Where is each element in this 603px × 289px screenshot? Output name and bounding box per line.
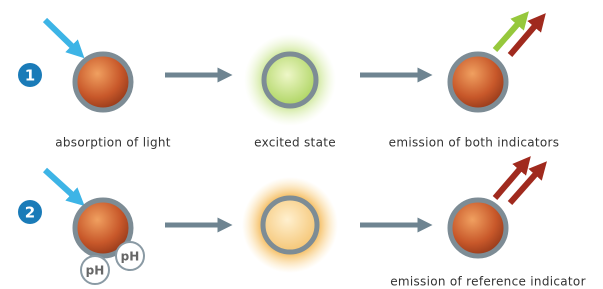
diagram: 1 absorption of light excited state emis…	[0, 0, 603, 289]
step-number: 2	[25, 204, 35, 222]
particle	[450, 54, 506, 110]
step-number: 1	[25, 67, 35, 85]
caption: absorption of light	[55, 136, 171, 150]
particle	[450, 200, 506, 256]
excited-particle	[264, 54, 316, 106]
caption: emission of reference indicator	[390, 275, 586, 289]
ph-label: pH	[121, 250, 140, 264]
particle	[75, 54, 131, 110]
light-arrow	[45, 170, 78, 200]
excited-particle	[263, 198, 317, 252]
caption: excited state	[254, 136, 336, 150]
light-arrow	[45, 20, 78, 52]
caption: emission of both indicators	[389, 136, 560, 150]
ph-label: pH	[86, 264, 105, 278]
